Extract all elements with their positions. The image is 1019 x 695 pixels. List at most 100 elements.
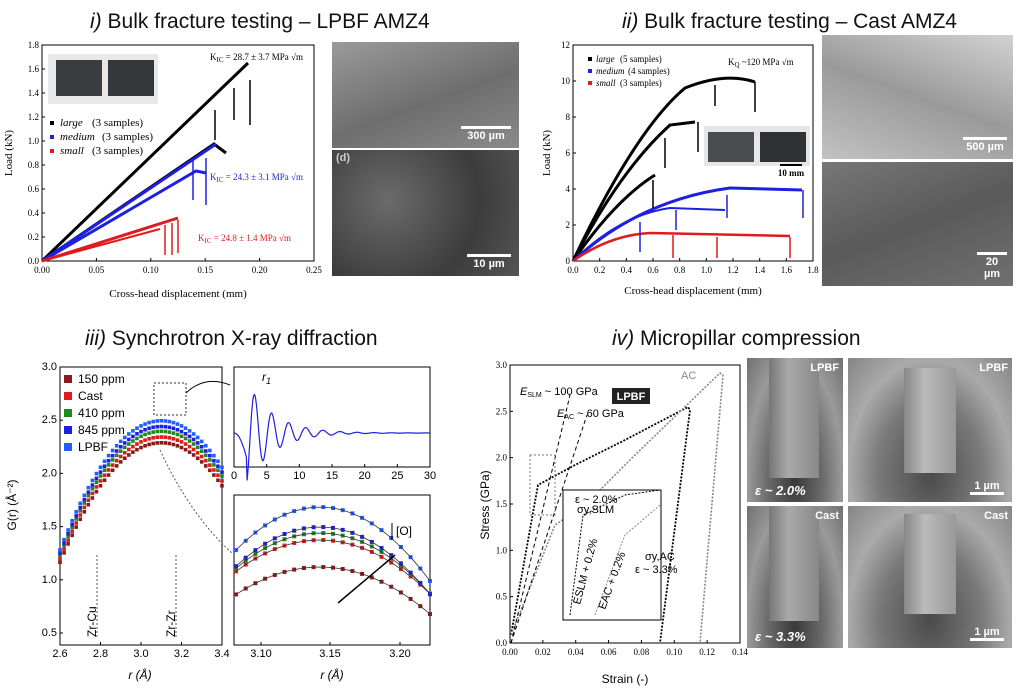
- gr-point: [155, 419, 159, 423]
- gr-point: [175, 438, 180, 442]
- gr-zoom-point: [428, 592, 432, 597]
- p2-y-label: 8: [566, 112, 571, 122]
- gr-point: [110, 453, 115, 458]
- gr-point: [98, 474, 103, 478]
- gr-point: [139, 445, 143, 450]
- panel2-x-ticks: 0.0 0.2 0.4 0.6 0.8 1.0 1.2 1.4 1.6 1.8: [567, 258, 819, 275]
- p1-x-label: 0.10: [143, 265, 159, 275]
- panel4-y-axis-label: Stress (GPa): [478, 470, 492, 539]
- panel1-x-axis-label: Cross-head displacement (mm): [109, 288, 247, 300]
- legend-small-count: (3 samples): [620, 78, 662, 88]
- gr-point: [123, 441, 127, 445]
- gr-point: [58, 548, 62, 552]
- gr-point: [143, 432, 147, 437]
- gr-point: [143, 422, 147, 426]
- p3-x-label: 3.4: [214, 648, 229, 660]
- gr-point: [98, 483, 103, 488]
- p4-y-label: 3.0: [496, 360, 508, 370]
- gr-point: [143, 438, 147, 442]
- gr-point: [159, 435, 164, 439]
- gr-point: [195, 441, 200, 445]
- gr-point: [70, 522, 74, 527]
- gr-point: [204, 458, 208, 463]
- gr-point: [139, 434, 143, 439]
- panel1-axes-frame: [41, 44, 315, 262]
- panel1-legend: large (3 samples) medium (3 samples) sma…: [50, 117, 153, 157]
- p2-x-label: 0.6: [647, 265, 659, 275]
- gr-point: [135, 447, 139, 452]
- gr-point: [127, 437, 131, 442]
- p2-y-label: 12: [561, 40, 570, 50]
- p4-x-label: 0.00: [502, 647, 518, 657]
- gr-point: [216, 468, 220, 473]
- gr-point: [131, 444, 135, 449]
- panel2-medium-curve-2: [572, 206, 726, 262]
- gr-point: [143, 427, 147, 432]
- panel2-sem-bottom: 20 µm: [822, 162, 1013, 286]
- panel3-inset-bottom-ticks: 3.10 3.15 3.20: [250, 642, 411, 660]
- gr-point: [220, 474, 224, 478]
- p3-it-x-label: 0: [231, 470, 237, 482]
- p4-x-label: 0.10: [666, 647, 682, 657]
- panel3-oxygen: [O]: [396, 524, 412, 538]
- p3-it-x-label: 30: [424, 470, 436, 482]
- p4-y-label: 2.5: [496, 406, 508, 416]
- gr-point: [179, 440, 184, 444]
- gr-point: [167, 419, 172, 424]
- gr-point: [74, 521, 78, 525]
- p4-x-label: 0.14: [732, 647, 748, 657]
- p2-y-label: 6: [566, 148, 571, 158]
- gr-point: [86, 498, 91, 503]
- gr-point: [179, 434, 184, 439]
- panel2-title: ii) Bulk fracture testing – Cast AMZ4: [622, 10, 957, 33]
- gr-point: [175, 427, 180, 432]
- panel2-x-axis-label: Cross-head displacement (mm): [624, 285, 762, 297]
- gr-point: [216, 464, 220, 469]
- gr-point: [159, 429, 164, 434]
- panel4-img-br-tag: Cast: [984, 510, 1008, 522]
- gr-point: [58, 557, 62, 561]
- gr-point: [212, 473, 216, 477]
- gr-zoom-point: [428, 578, 432, 583]
- legend-150ppm: 150 ppm: [78, 372, 125, 386]
- gr-point: [62, 544, 66, 548]
- panel2-small-arrows: [672, 235, 791, 258]
- gr-point: [147, 426, 151, 431]
- p4-x-label: 0.06: [601, 647, 617, 657]
- gr-point: [114, 443, 119, 448]
- gr-zoom-point: [234, 548, 238, 553]
- gr-point: [114, 464, 119, 468]
- panel4-inset-eps1: ε ~ 2.0%: [575, 494, 618, 506]
- gr-point: [135, 436, 139, 441]
- p1-x-label: 0.00: [34, 265, 50, 275]
- legend-large-count: (5 samples): [620, 54, 662, 64]
- panel4-inset: [562, 489, 662, 621]
- gr-point: [82, 505, 87, 510]
- panel3-inset-top-curve: [233, 393, 430, 481]
- gr-zoom-curve: [235, 526, 431, 595]
- panel3-zrcu: Zr-Cu: [85, 606, 99, 637]
- gr-point: [135, 432, 139, 436]
- panel2-chart: 0.0 0.2 0.4 0.6 0.8 1.0 1.2 1.4 1.6 1.8 0 2 4 6 8 10 12…: [541, 40, 819, 297]
- gr-point: [90, 483, 95, 487]
- panel4-img-tl-tag: LPBF: [810, 362, 839, 374]
- gr-point: [163, 419, 168, 423]
- panel2-large-arrows: [652, 82, 756, 208]
- gr-point: [220, 483, 224, 488]
- p1-y-label: 1.4: [28, 88, 40, 98]
- panel1-sem-bottom-tag: (d): [336, 152, 351, 164]
- gr-point: [175, 432, 180, 437]
- gr-point: [106, 458, 111, 463]
- panel4-img-br-scale: 1 µm: [974, 626, 1000, 638]
- panel1-k-medium: KIC = 24.3 ± 3.1 MPa √m: [210, 172, 303, 184]
- gr-point: [187, 444, 192, 449]
- gr-point: [98, 470, 103, 474]
- gr-point: [171, 426, 176, 431]
- p2-x-label: 1.2: [727, 265, 738, 275]
- gr-point: [82, 501, 87, 505]
- panel1-medium-arrows: [192, 158, 207, 205]
- gr-point: [208, 448, 212, 453]
- gr-point: [208, 468, 212, 473]
- gr-point: [151, 441, 155, 446]
- gr-point: [191, 442, 196, 446]
